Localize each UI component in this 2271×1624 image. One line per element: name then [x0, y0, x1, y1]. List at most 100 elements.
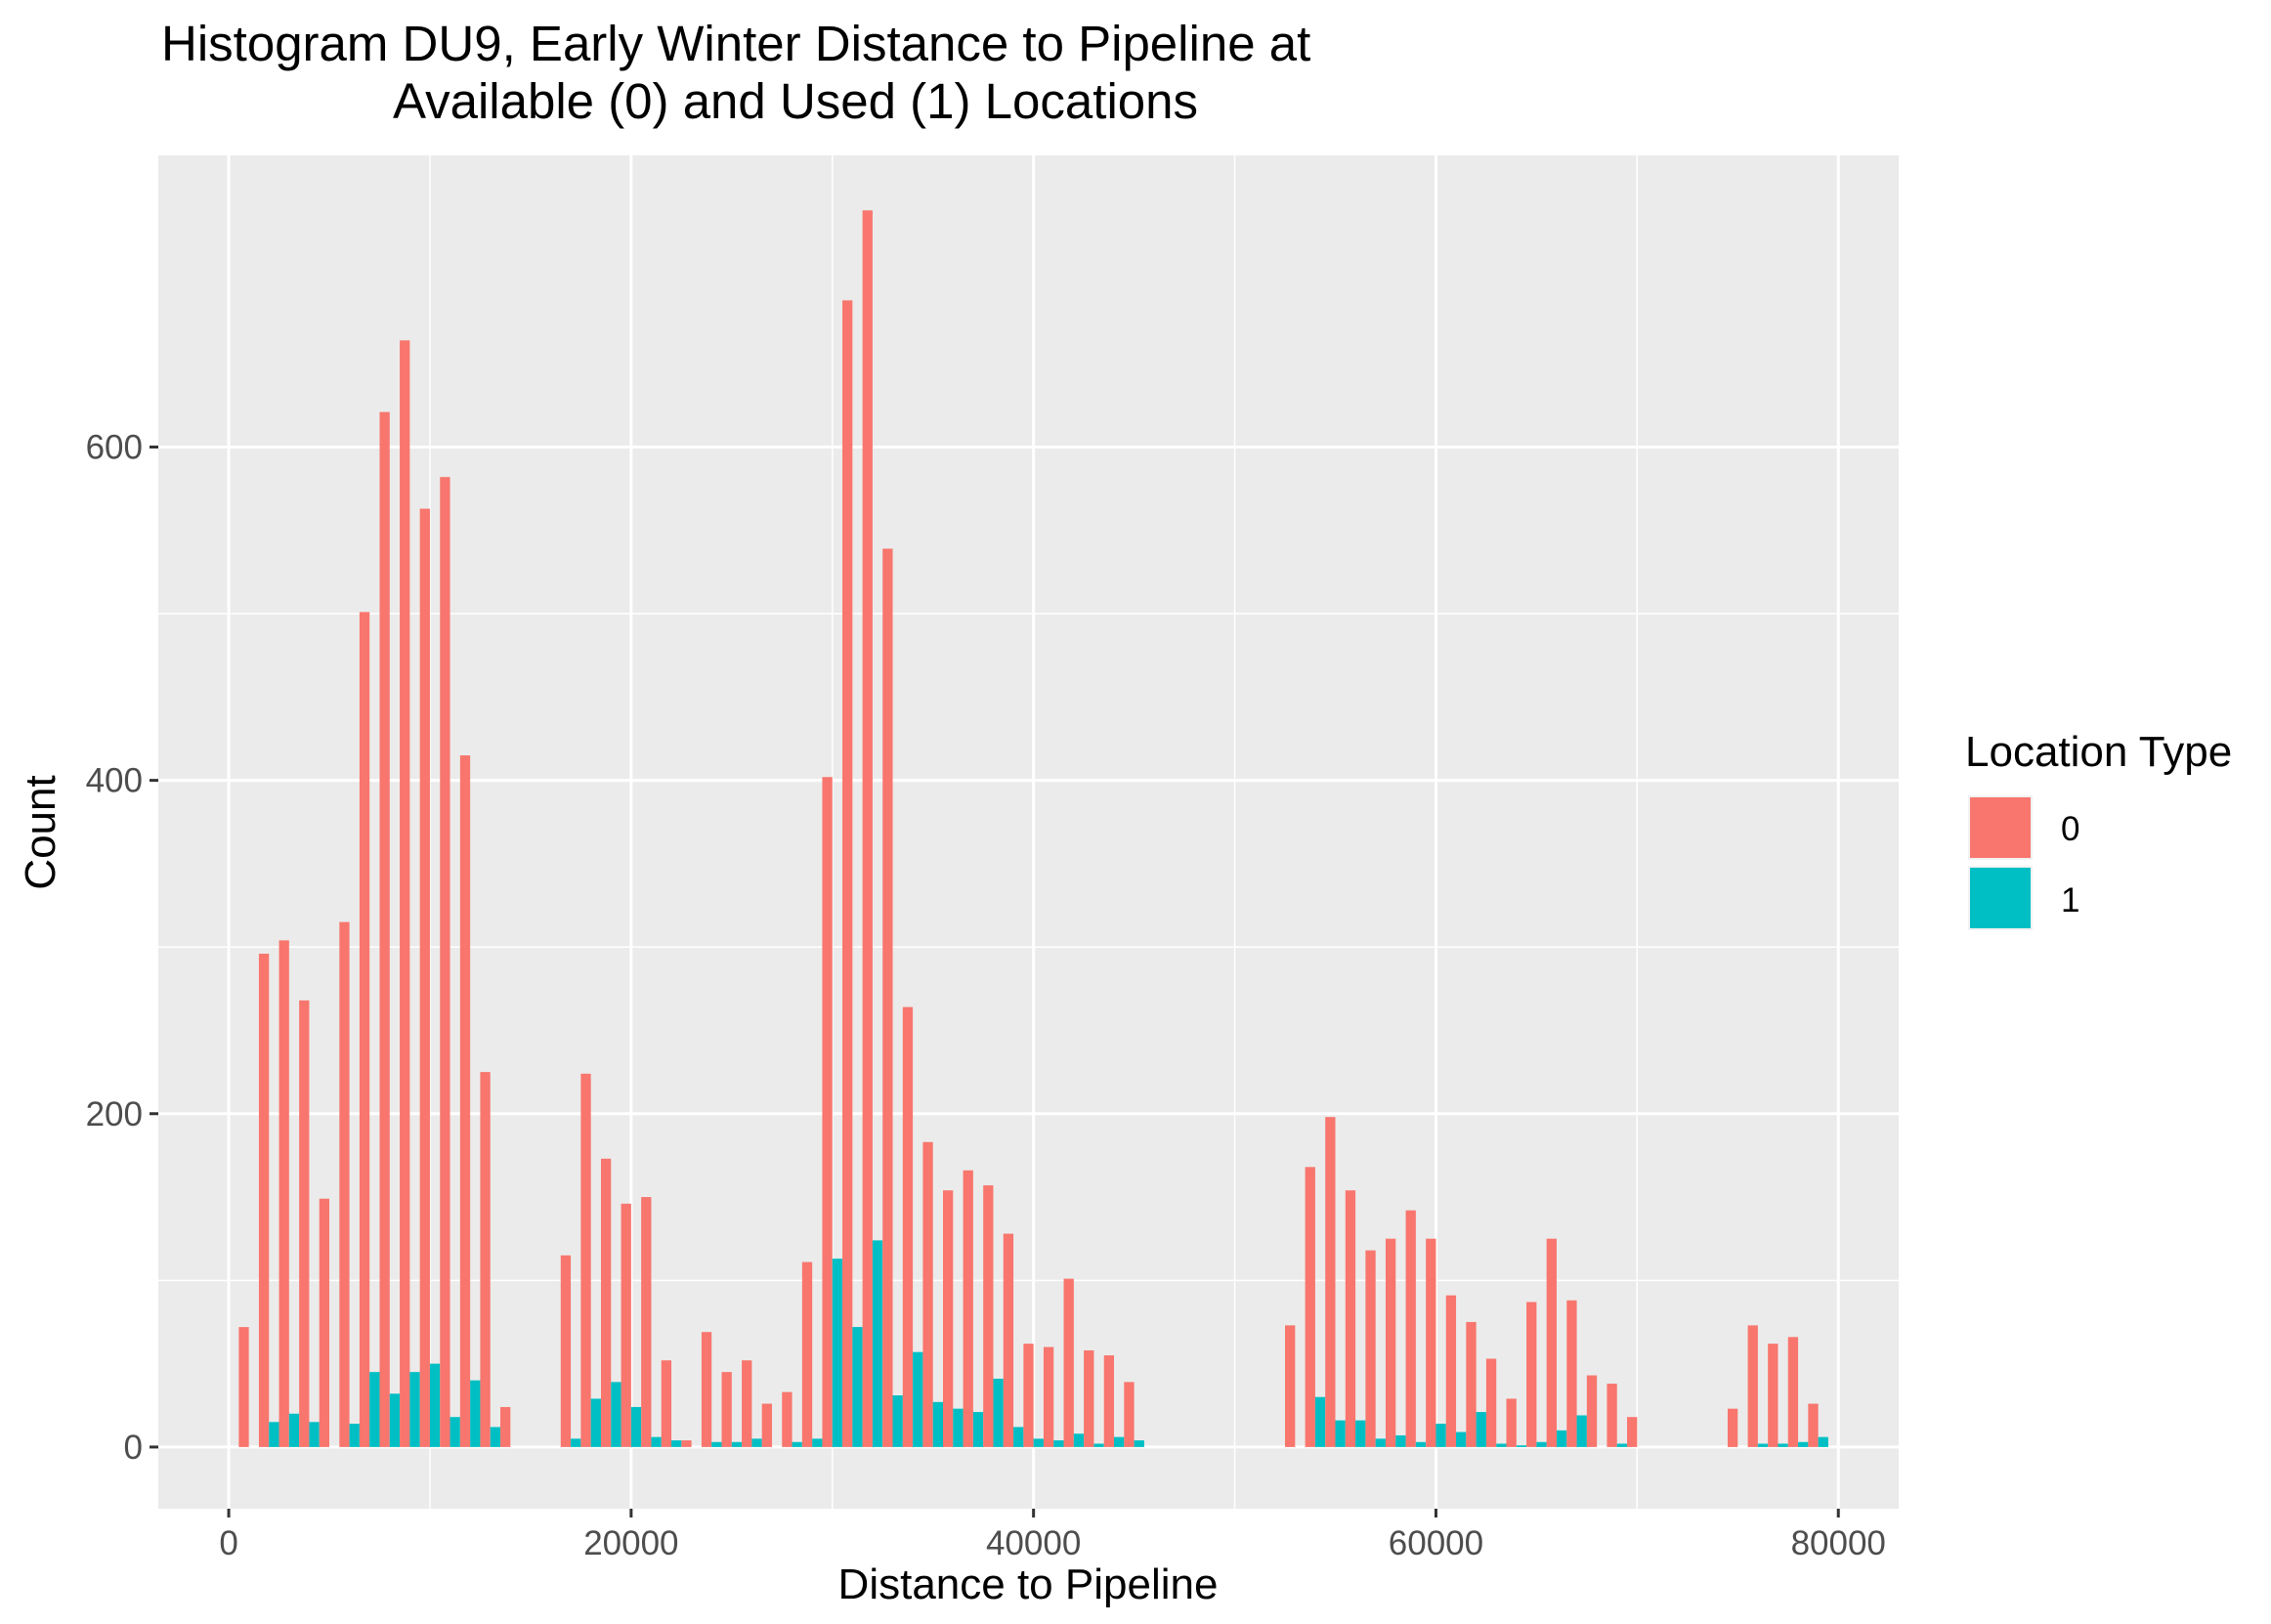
- bar-series-0: [1124, 1382, 1135, 1447]
- bar-series-0: [459, 755, 471, 1447]
- legend-label-0: 0: [2061, 810, 2079, 848]
- bar-series-0: [1727, 1408, 1738, 1447]
- bar-series-0: [1787, 1337, 1799, 1447]
- bar-series-1: [1496, 1443, 1507, 1447]
- bar-series-1: [309, 1422, 320, 1447]
- bar-series-1: [1335, 1420, 1346, 1447]
- bar-series-0: [1385, 1238, 1396, 1447]
- bar-series-0: [1466, 1321, 1477, 1447]
- bar-series-1: [1375, 1438, 1386, 1447]
- bar-series-1: [1435, 1424, 1446, 1447]
- bar-series-1: [892, 1395, 903, 1447]
- bar-series-1: [1456, 1432, 1467, 1447]
- y-axis-ticks: 0 200 400 600: [86, 428, 158, 1467]
- bar-series-0: [319, 1198, 330, 1447]
- bar-series-0: [922, 1141, 933, 1447]
- bar-series-0: [641, 1197, 652, 1447]
- bar-series-1: [972, 1412, 984, 1447]
- bar-series-0: [238, 1327, 249, 1447]
- bar-series-1: [369, 1372, 380, 1447]
- bar-series-0: [963, 1170, 973, 1447]
- bar-series-0: [742, 1360, 752, 1447]
- bar-series-1: [1476, 1412, 1486, 1447]
- bar-series-0: [1627, 1417, 1638, 1447]
- bar-series-0: [761, 1403, 772, 1447]
- bar-series-0: [801, 1261, 813, 1447]
- bar-series-1: [1415, 1441, 1427, 1447]
- bar-series-1: [590, 1398, 601, 1447]
- x-axis-ticks: 0 20000 40000 60000 80000: [219, 1509, 1886, 1562]
- bar-series-0: [1586, 1375, 1598, 1447]
- bar-series-1: [1134, 1440, 1144, 1447]
- bar-series-0: [1426, 1238, 1436, 1447]
- bar-series-1: [1395, 1434, 1406, 1447]
- bar-series-1: [1818, 1436, 1828, 1447]
- bar-series-1: [269, 1422, 279, 1447]
- bar-series-0: [1084, 1349, 1094, 1447]
- bar-series-0: [480, 1072, 491, 1447]
- bar-series-0: [1063, 1278, 1074, 1447]
- bar-series-1: [429, 1363, 441, 1447]
- bar-series-1: [1013, 1427, 1024, 1447]
- legend-label-1: 1: [2061, 881, 2079, 919]
- bar-series-1: [1073, 1433, 1085, 1447]
- bar-series-0: [621, 1203, 631, 1447]
- bar-series-0: [1808, 1403, 1819, 1447]
- bar-series-1: [1536, 1441, 1547, 1447]
- bar-series-0: [1566, 1300, 1577, 1447]
- bar-series-0: [580, 1073, 591, 1447]
- bar-series-0: [1526, 1302, 1537, 1447]
- bar-series-0: [400, 340, 410, 1447]
- bar-series-0: [1445, 1295, 1457, 1447]
- bar-series-0: [440, 477, 450, 1447]
- bar-series-0: [1768, 1344, 1778, 1447]
- bar-series-1: [1616, 1443, 1628, 1447]
- bar-series-1: [792, 1441, 802, 1447]
- y-tick-label: 400: [86, 762, 143, 800]
- bar-series-1: [1053, 1440, 1064, 1447]
- legend-swatch-0: [1970, 797, 2031, 858]
- legend: Location Type 0 1: [1965, 728, 2232, 930]
- bar-series-1: [932, 1401, 943, 1447]
- bar-series-1: [611, 1382, 621, 1447]
- x-tick-label: 0: [219, 1524, 237, 1562]
- bar-series-1: [630, 1406, 642, 1447]
- bar-series-1: [571, 1438, 581, 1447]
- bar-series-0: [279, 940, 289, 1447]
- bar-series-0: [842, 300, 853, 1447]
- bar-series-0: [661, 1360, 672, 1447]
- bar-series-0: [701, 1332, 712, 1447]
- bar-series-0: [359, 612, 370, 1447]
- bar-series-0: [1325, 1117, 1336, 1447]
- histogram-bars: [238, 210, 1828, 1447]
- bar-series-0: [560, 1255, 572, 1447]
- bar-series-1: [1778, 1443, 1788, 1447]
- bar-series-0: [1747, 1325, 1758, 1447]
- legend-swatch-1: [1970, 868, 2031, 928]
- bar-series-1: [751, 1438, 762, 1447]
- chart-title-line-1: Histogram DU9, Early Winter Distance to …: [161, 16, 1310, 71]
- bar-series-0: [1506, 1398, 1517, 1447]
- bar-series-1: [1516, 1445, 1527, 1447]
- x-tick-label: 80000: [1791, 1524, 1886, 1562]
- bar-series-1: [389, 1393, 401, 1447]
- bar-series-0: [721, 1372, 732, 1447]
- bar-series-0: [983, 1185, 994, 1447]
- bar-series-1: [872, 1240, 883, 1447]
- bar-series-1: [1757, 1443, 1769, 1447]
- bar-series-0: [1305, 1167, 1315, 1447]
- bar-series-1: [812, 1438, 823, 1447]
- bar-series-0: [600, 1158, 612, 1447]
- x-tick-label: 20000: [583, 1524, 678, 1562]
- bar-series-0: [902, 1006, 914, 1447]
- x-tick-label: 40000: [986, 1524, 1081, 1562]
- bar-series-1: [651, 1436, 662, 1447]
- bar-series-1: [409, 1372, 420, 1447]
- bar-series-0: [1043, 1346, 1054, 1447]
- bar-series-0: [942, 1190, 954, 1447]
- bar-series-0: [782, 1391, 793, 1447]
- legend-title: Location Type: [1965, 728, 2232, 776]
- bar-series-1: [470, 1380, 481, 1447]
- bar-series-1: [1798, 1441, 1809, 1447]
- bar-series-0: [1103, 1355, 1115, 1447]
